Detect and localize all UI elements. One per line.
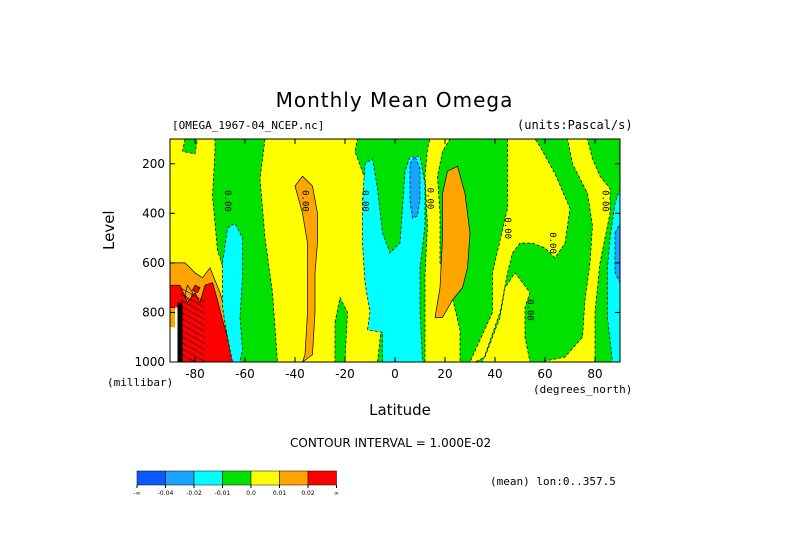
- contour-interval-text: CONTOUR INTERVAL = 1.000E-02: [290, 436, 492, 450]
- contour-region: [409, 155, 421, 219]
- colorbar-swatch: [250, 470, 280, 486]
- contour-label: 0.00: [600, 190, 610, 212]
- hatch-line: [179, 287, 206, 302]
- contour-label: 0.00: [222, 190, 232, 212]
- hatch-line: [179, 353, 196, 362]
- contour-label: 0.00: [502, 217, 512, 239]
- colorbar-swatch: [222, 470, 252, 486]
- units-label: (units:Pascal/s): [517, 118, 633, 132]
- colorbar-swatch: [279, 470, 309, 486]
- x-tick-label: -40: [285, 367, 305, 381]
- colorbar-label: -0.04: [158, 490, 174, 497]
- colorbar-label: -∞: [133, 490, 140, 497]
- hatch-line: [179, 341, 206, 356]
- colorbar-label: -0.01: [215, 490, 231, 497]
- x-tick-label: 40: [487, 367, 502, 381]
- y-tick-label: 400: [142, 206, 165, 220]
- contour-region: [222, 222, 243, 362]
- y-tick-label: 600: [142, 256, 165, 270]
- hatch-line: [179, 329, 206, 344]
- colorbar-swatch: [193, 470, 223, 486]
- colorbar-label: 0.01: [273, 490, 287, 497]
- x-unit-label: (degrees_north): [533, 383, 633, 396]
- colorbar-label: ∞: [334, 490, 339, 497]
- hatch-line: [179, 335, 206, 350]
- contour-region: [192, 284, 201, 294]
- contour-label: 0.00: [525, 299, 535, 321]
- hatch-line: [179, 299, 206, 314]
- colorbar-label: 0.02: [301, 490, 315, 497]
- axis-ticks: [170, 139, 620, 363]
- contour-label: 0.00: [360, 190, 370, 212]
- contour-region: [212, 139, 278, 362]
- hatch-line: [179, 293, 206, 308]
- dataset-label: [OMEGA_1967-04_NCEP.nc]: [172, 119, 325, 132]
- colorbar-swatch: [165, 470, 195, 486]
- hatch-line: [179, 305, 206, 320]
- contour-label: 0.00: [547, 232, 557, 254]
- black-hatch: [177, 302, 183, 362]
- hatch-line: [179, 347, 206, 362]
- x-axis-label: Latitude: [369, 401, 431, 419]
- chart-title: Monthly Mean Omega: [275, 88, 514, 112]
- x-tick-label: -60: [235, 367, 255, 381]
- contour-region: [434, 165, 471, 318]
- colorbar-label: -0.02: [186, 490, 202, 497]
- contour-label: 0.00: [300, 190, 310, 212]
- x-tick-label: 80: [587, 367, 602, 381]
- y-tick-label: 1000: [134, 355, 165, 369]
- x-tick-label: 0: [391, 367, 399, 381]
- x-tick-label: -80: [185, 367, 205, 381]
- contour-region: [294, 175, 318, 362]
- hatch-line: [179, 317, 206, 332]
- colorbar-label: 0.0: [246, 490, 256, 497]
- x-tick-label: 20: [437, 367, 452, 381]
- mean-text: (mean) lon:0..357.5: [490, 475, 616, 488]
- y-tick-label: 800: [142, 305, 165, 319]
- x-tick-label: 60: [537, 367, 552, 381]
- contour-region: [437, 139, 620, 362]
- hatch-area: [170, 287, 206, 362]
- hatch-line: [179, 323, 206, 338]
- x-tick-label: -20: [335, 367, 355, 381]
- hatch-line: [179, 311, 206, 326]
- axis-tick-labels: -80 -60 -40 -20 0 20 40 60 80 200 400 600 800 1000: [134, 157, 602, 381]
- y-unit-label: (millibar): [107, 376, 174, 389]
- contour-region: [182, 139, 198, 155]
- colorbar-swatch: [136, 470, 166, 486]
- colorbar: -∞ -0.04 -0.02 -0.01 0.0 0.01 0.02 ∞: [133, 470, 339, 497]
- contour-label: 0.00: [425, 188, 435, 210]
- colorbar-swatch: [307, 470, 337, 486]
- contour-region: [614, 223, 620, 283]
- contour-region: [334, 296, 348, 362]
- contour-regions: [170, 139, 620, 362]
- contour-labels: 0.00 0.00 0.00 0.00 0.00 0.00 0.00 0.00: [222, 188, 610, 321]
- contour-region: [362, 155, 426, 362]
- y-tick-label: 200: [142, 157, 165, 171]
